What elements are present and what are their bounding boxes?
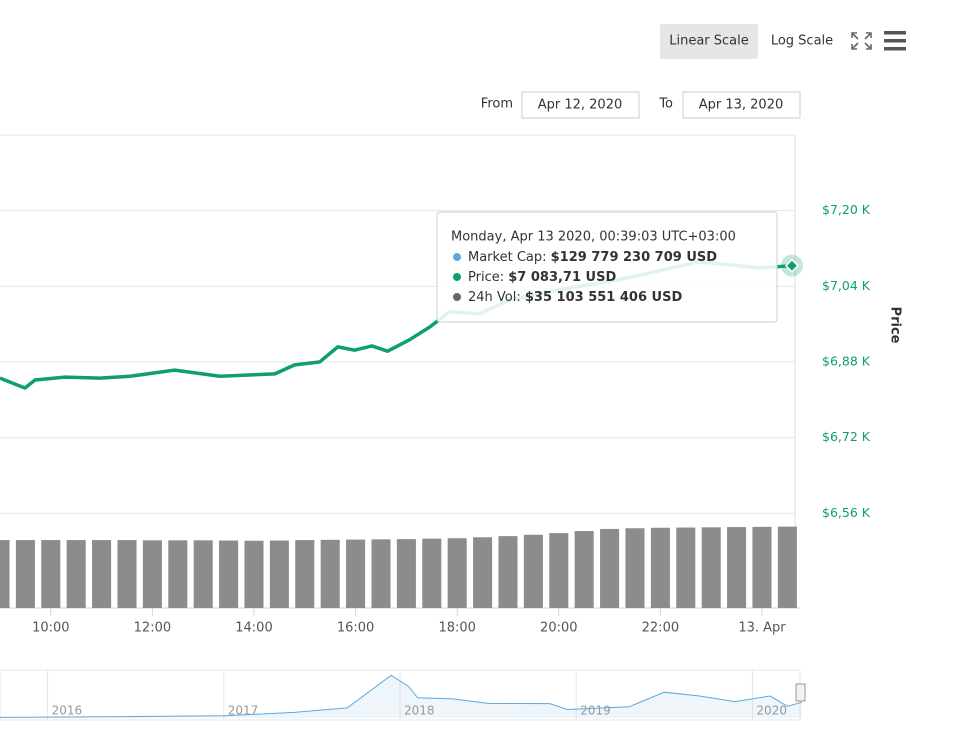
- navigator-area: [0, 675, 802, 718]
- navigator-label: 2020: [756, 704, 787, 718]
- volume-bar: [142, 540, 162, 608]
- tooltip-value: $7 083,71 USD: [508, 270, 616, 285]
- volume-bar: [0, 540, 10, 608]
- volume-bar: [473, 537, 493, 608]
- volume-bar: [498, 536, 518, 608]
- volume-bar: [295, 540, 315, 608]
- tooltip-box: [436, 211, 778, 323]
- volume-bar: [777, 526, 797, 608]
- x-tick-label: 10:00: [32, 621, 69, 636]
- volume-bar: [193, 540, 213, 608]
- volume-bar: [346, 539, 366, 608]
- from-date[interactable]: Apr 12, 2020: [538, 98, 623, 113]
- tooltip-name: 24h Vol:: [468, 290, 525, 305]
- volume-bar: [422, 538, 442, 608]
- log-scale-label[interactable]: Log Scale: [771, 34, 833, 49]
- volume-bar: [244, 540, 264, 608]
- x-tick-label: 22:00: [642, 621, 679, 636]
- tooltip-row: 24h Vol: $35 103 551 406 USD: [468, 290, 682, 305]
- linear-scale-label[interactable]: Linear Scale: [669, 34, 749, 49]
- x-tick-label: 12:00: [134, 621, 171, 636]
- tooltip-dot: [453, 293, 461, 301]
- volume-bar: [41, 540, 61, 608]
- navigator-line: [0, 674, 802, 718]
- tooltip-dot: [453, 253, 461, 261]
- volume-bar: [574, 531, 594, 608]
- y-axis-title: Price: [888, 307, 903, 344]
- volume-bar: [600, 528, 620, 608]
- y-tick-label: $7,20 K: [822, 202, 871, 217]
- x-tick-label: 18:00: [438, 621, 475, 636]
- volume-bar: [371, 539, 391, 608]
- navigator-handle[interactable]: [795, 683, 806, 702]
- tooltip-name: Price:: [468, 270, 508, 285]
- y-tick-label: $7,04 K: [822, 278, 871, 293]
- navigator-label: 2016: [52, 704, 83, 718]
- volume-bar: [66, 540, 86, 608]
- volume-bar: [219, 540, 239, 608]
- volume-bar: [752, 526, 772, 608]
- volume-bar: [117, 540, 137, 608]
- x-tick-label: 14:00: [235, 621, 272, 636]
- fullscreen-icon[interactable]: [851, 32, 872, 50]
- volume-bar: [269, 540, 289, 608]
- to-date[interactable]: Apr 13, 2020: [699, 98, 784, 113]
- x-tick-label: 13. Apr: [738, 621, 786, 636]
- y-tick-label: $6,56 K: [822, 505, 871, 520]
- tooltip-name: Market Cap:: [468, 250, 551, 265]
- from-input[interactable]: [521, 91, 640, 119]
- to-input[interactable]: [682, 91, 801, 119]
- tooltip-dot: [453, 273, 461, 281]
- from-label: From: [481, 97, 513, 112]
- to-label: To: [658, 97, 673, 112]
- volume-bar: [168, 540, 188, 608]
- volume-bar: [92, 540, 112, 608]
- volume-bar: [15, 540, 35, 608]
- x-tick-label: 20:00: [540, 621, 577, 636]
- tooltip-value: $35 103 551 406 USD: [525, 290, 683, 305]
- tooltip-row: Market Cap: $129 779 230 709 USD: [468, 250, 717, 265]
- tooltip-date: Monday, Apr 13 2020, 00:39:03 UTC+03:00: [451, 230, 736, 245]
- tooltip-row: Price: $7 083,71 USD: [468, 270, 616, 285]
- volume-bar: [320, 539, 340, 608]
- volume-bar: [447, 538, 467, 608]
- volume-bar: [625, 528, 645, 608]
- volume-bar: [650, 527, 670, 608]
- volume-bar: [727, 527, 747, 608]
- menu-icon[interactable]: [884, 31, 906, 51]
- x-tick-label: 16:00: [337, 621, 374, 636]
- navigator-label: 2019: [580, 704, 611, 718]
- tooltip: Monday, Apr 13 2020, 00:39:03 UTC+03:00 M…: [436, 211, 778, 323]
- volume-bar: [549, 533, 569, 608]
- volume-bar: [701, 527, 721, 608]
- y-tick-label: $6,72 K: [822, 429, 871, 444]
- volume-bar: [523, 534, 543, 608]
- volume-bar: [396, 539, 416, 608]
- tooltip-value: $129 779 230 709 USD: [551, 250, 718, 265]
- navigator-label: 2018: [404, 704, 435, 718]
- volume-bar: [676, 527, 696, 608]
- y-tick-label: $6,88 K: [822, 354, 871, 369]
- hover-marker: [784, 258, 800, 273]
- linear-scale-button[interactable]: [660, 24, 758, 59]
